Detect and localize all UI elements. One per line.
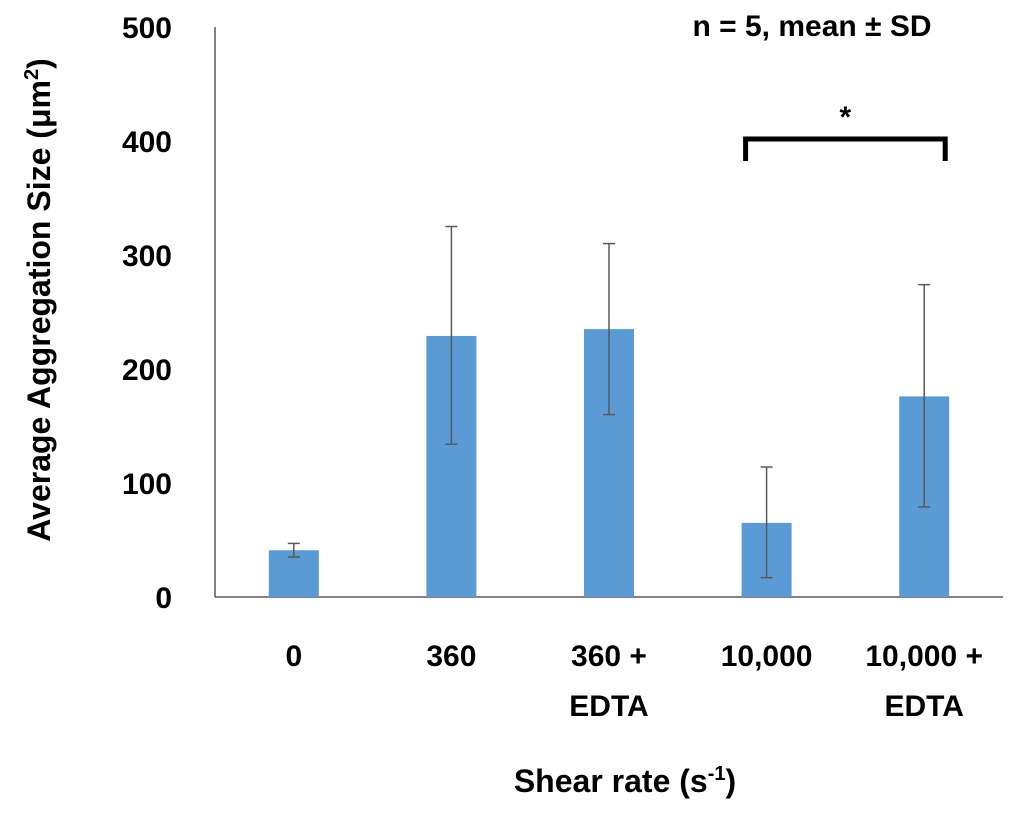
y-tick-label: 300 <box>122 240 172 273</box>
x-tick-label: 0 <box>285 640 302 673</box>
significance-bracket: * <box>743 101 948 161</box>
annotation-text: n = 5, mean ± SD <box>692 10 931 43</box>
x-tick-label: 360 + EDTA <box>569 640 648 723</box>
y-tick-label: 200 <box>122 354 172 387</box>
y-tick-label: 0 <box>155 582 172 615</box>
significance-line <box>743 136 948 161</box>
x-tick-label: 10,000 <box>721 640 813 673</box>
x-tick-label: 10,000 + EDTA <box>865 640 983 723</box>
y-axis-ticks: 0 100 200 300 400 500 <box>122 12 172 615</box>
y-tick-label: 500 <box>122 12 172 45</box>
bar <box>268 550 319 597</box>
y-tick-label: 400 <box>122 126 172 159</box>
x-axis-title: Shear rate (s-1) <box>514 763 736 799</box>
x-axis-ticks: 0 360 360 + EDTA 10,000 10,000 + EDTA <box>285 640 983 723</box>
plot-area <box>214 27 1003 598</box>
y-tick-label: 100 <box>122 468 172 501</box>
x-tick-label: 360 <box>426 640 476 673</box>
y-axis-title: Average Aggregation Size (μm2) <box>21 58 57 542</box>
significance-marker: * <box>840 101 852 134</box>
